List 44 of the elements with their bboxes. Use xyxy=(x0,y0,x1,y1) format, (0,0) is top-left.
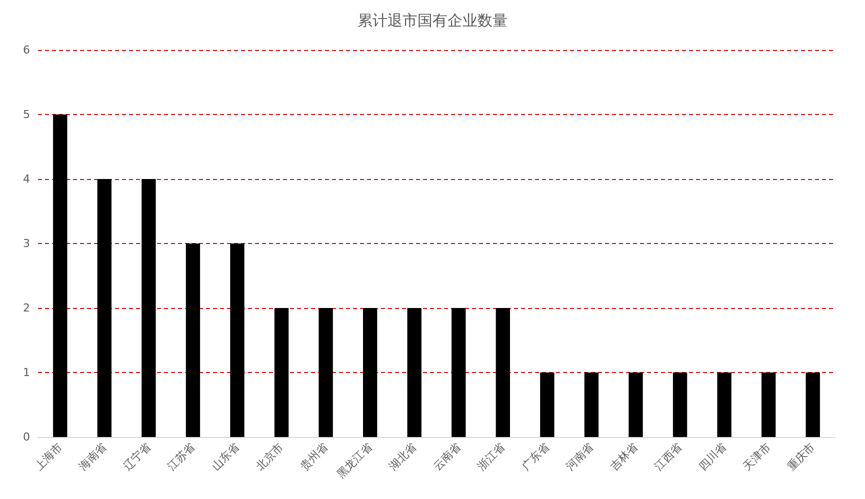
bar xyxy=(142,179,156,437)
x-tick-label: 贵州省 xyxy=(298,440,330,473)
x-tick-label: 云南省 xyxy=(430,440,464,473)
bar xyxy=(672,372,688,437)
x-tick-label: 黑龙江省 xyxy=(334,440,375,481)
bar xyxy=(274,308,289,437)
x-tick-label: 四川省 xyxy=(696,440,729,473)
x-tick-label: 海南省 xyxy=(76,440,110,473)
x-tick-label: 辽宁省 xyxy=(120,440,154,473)
bar xyxy=(186,244,200,437)
x-tick-label: 北京市 xyxy=(254,440,286,473)
bar xyxy=(53,114,68,437)
bar xyxy=(452,308,466,437)
x-tick-label: 湖北省 xyxy=(386,440,419,473)
y-tick-label: 4 xyxy=(23,172,30,186)
bar xyxy=(230,244,244,437)
bar xyxy=(717,372,732,437)
bar xyxy=(584,372,599,437)
x-tick-label: 江西省 xyxy=(652,440,685,473)
x-tick-label: 浙江省 xyxy=(474,440,508,473)
bar xyxy=(762,372,776,437)
y-tick-label: 5 xyxy=(23,108,30,121)
y-tick-label: 1 xyxy=(23,366,30,379)
y-tick-label: 2 xyxy=(23,302,30,314)
y-tick-label: 6 xyxy=(23,44,30,56)
bar xyxy=(407,308,422,437)
x-tick-label: 河南省 xyxy=(564,440,596,473)
x-tick-label: 广东省 xyxy=(519,440,552,473)
bar xyxy=(363,308,378,437)
bar xyxy=(496,308,510,437)
y-tick-label: 0 xyxy=(23,430,30,444)
bar xyxy=(806,372,820,437)
bar xyxy=(540,372,554,437)
x-tick-label: 江苏省 xyxy=(165,440,198,473)
x-tick-label: 天津市 xyxy=(740,440,774,473)
bar xyxy=(97,179,112,437)
bar xyxy=(628,372,643,437)
chart-title: 累计退市国有企业数量 xyxy=(358,12,508,30)
x-tick-label: 重庆市 xyxy=(784,440,818,473)
x-tick-label: 吉林省 xyxy=(608,440,640,473)
x-tick-label: 上海市 xyxy=(32,440,65,473)
x-tick-label: 山东省 xyxy=(209,440,242,473)
bar xyxy=(318,308,333,437)
y-tick-label: 3 xyxy=(23,237,30,250)
